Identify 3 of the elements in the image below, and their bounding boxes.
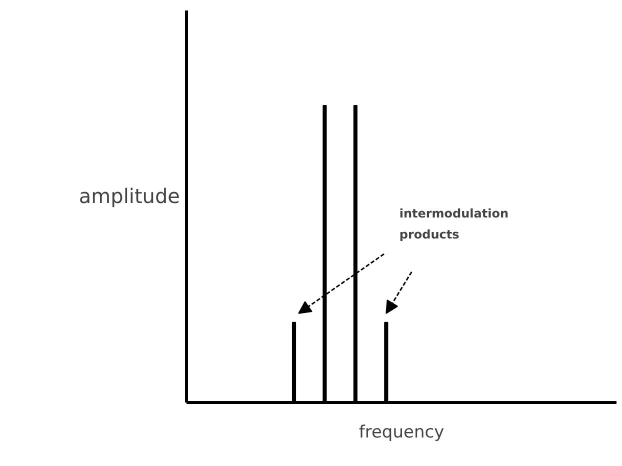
text: amplitude: [78, 183, 180, 210]
x-axis-title: frequency: [358, 422, 444, 442]
annotation: intermodulation products: [399, 206, 509, 242]
